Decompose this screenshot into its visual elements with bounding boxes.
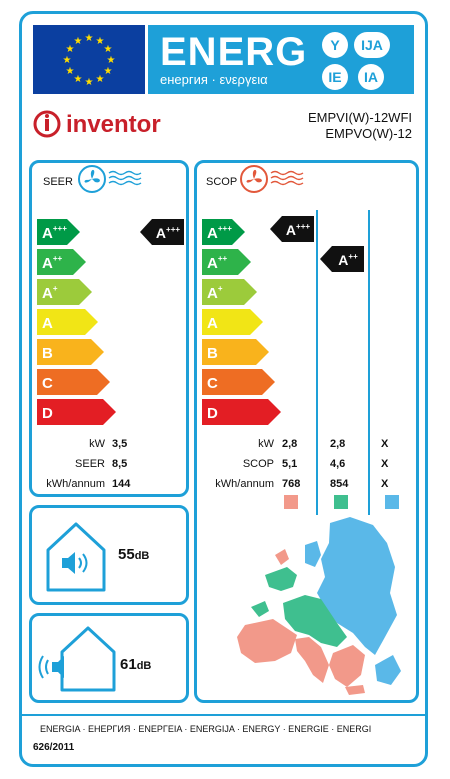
scop-value: 4,6: [330, 458, 346, 470]
scop-value: X: [381, 478, 389, 490]
indoor-noise-panel: [29, 505, 189, 605]
seer-class-bar: B: [37, 339, 105, 365]
fan-cooling-icon: [76, 163, 144, 200]
svg-text:★: ★: [66, 44, 75, 55]
brand-name: inventor: [66, 111, 161, 138]
indoor-noise-icon: [44, 518, 108, 601]
scop-class-label: A: [207, 315, 218, 332]
seer-class-label: C: [42, 375, 53, 392]
svg-text:★: ★: [104, 44, 113, 55]
seer-class-bar: A++: [37, 249, 87, 275]
scop-rating-marker-average: A++: [320, 246, 364, 277]
seer-row-value: 144: [112, 478, 131, 490]
regulation-number: 626/2011: [33, 742, 75, 753]
svg-text:★: ★: [74, 36, 83, 47]
scop-class-bar: B: [202, 339, 270, 365]
column-divider: [316, 210, 318, 515]
europe-climate-map: [225, 515, 410, 702]
svg-text:★: ★: [66, 66, 75, 77]
scop-class-bar: C: [202, 369, 276, 395]
outdoor-noise-panel: [29, 613, 189, 703]
column-divider: [368, 210, 370, 515]
scop-class-label: D: [207, 405, 218, 422]
scop-rating-marker-warmer: A+++: [270, 216, 314, 247]
zone-swatch-warmer: [284, 495, 298, 509]
seer-rating-marker: A+++: [140, 219, 184, 250]
scop-class-bar: A++: [202, 249, 252, 275]
scop-value: X: [381, 438, 389, 450]
svg-text:★: ★: [85, 33, 94, 44]
scop-row-label: kWh/annum: [215, 478, 274, 490]
zone-swatch-colder: [385, 495, 399, 509]
scop-value: 768: [282, 478, 301, 490]
scop-row-label: SCOP: [242, 458, 274, 470]
seer-row-label: SEER: [75, 458, 105, 470]
svg-text:★: ★: [85, 77, 94, 88]
seer-class-label: D: [42, 405, 53, 422]
seer-row-value: 3,5: [112, 438, 128, 450]
svg-text:★: ★: [63, 55, 72, 66]
suffix-ie: IE: [322, 64, 348, 90]
seer-row-label: kW: [89, 438, 105, 450]
seer-class-bar: D: [37, 399, 117, 425]
scop-value: 5,1: [282, 458, 298, 470]
scop-class-bar: A: [202, 309, 264, 335]
scop-value: X: [381, 458, 389, 470]
seer-class-label: A: [42, 315, 53, 332]
suffix-ia: IA: [358, 64, 384, 90]
scop-row-label: kW: [258, 438, 274, 450]
model-outdoor: EMPVO(W)-12: [325, 126, 412, 141]
seer-title: SEER: [43, 176, 73, 188]
scop-class-label: C: [207, 375, 218, 392]
energy-word: ENERG: [160, 30, 308, 74]
scop-value: 2,8: [330, 438, 346, 450]
outdoor-noise-value: 61dB: [120, 656, 152, 673]
scop-value: 2,8: [282, 438, 298, 450]
suffix-ija: IJA: [354, 32, 390, 58]
seer-class-bar: C: [37, 369, 111, 395]
energy-subtitle: енергия · ενεργεια: [160, 72, 268, 87]
scop-title: SCOP: [206, 176, 238, 188]
fan-heating-icon: [238, 163, 306, 200]
svg-text:★: ★: [74, 74, 83, 85]
zone-swatch-average: [334, 495, 348, 509]
seer-class-label: B: [42, 345, 53, 362]
svg-text:★: ★: [104, 66, 113, 77]
svg-text:★: ★: [107, 55, 116, 66]
outdoor-noise-icon: [38, 620, 118, 699]
svg-text:★: ★: [96, 36, 105, 47]
footer-languages: ENERGIA · ЕНЕРГИЯ · ΕΝΕΡΓΕΙΑ · ENERGIJA …: [40, 724, 372, 734]
footer-divider: [22, 714, 425, 716]
scop-class-bar: A+: [202, 279, 258, 305]
eu-flag: ★ ★ ★ ★ ★ ★ ★ ★ ★ ★ ★ ★: [33, 25, 145, 94]
scop-class-label: B: [207, 345, 218, 362]
svg-text:★: ★: [96, 74, 105, 85]
seer-row-label: kWh/annum: [46, 478, 105, 490]
scop-class-bar: D: [202, 399, 282, 425]
seer-class-bar: A: [37, 309, 99, 335]
brand-logo-icon: [33, 110, 61, 143]
suffix-y: Y: [322, 32, 348, 58]
seer-row-value: 8,5: [112, 458, 128, 470]
seer-class-bar: A+: [37, 279, 93, 305]
scop-class-bar: A+++: [202, 219, 246, 245]
seer-class-bar: A+++: [37, 219, 81, 245]
scop-value: 854: [330, 478, 349, 490]
indoor-noise-value: 55dB: [118, 546, 150, 563]
model-indoor: EMPVI(W)-12WFI: [308, 110, 412, 125]
